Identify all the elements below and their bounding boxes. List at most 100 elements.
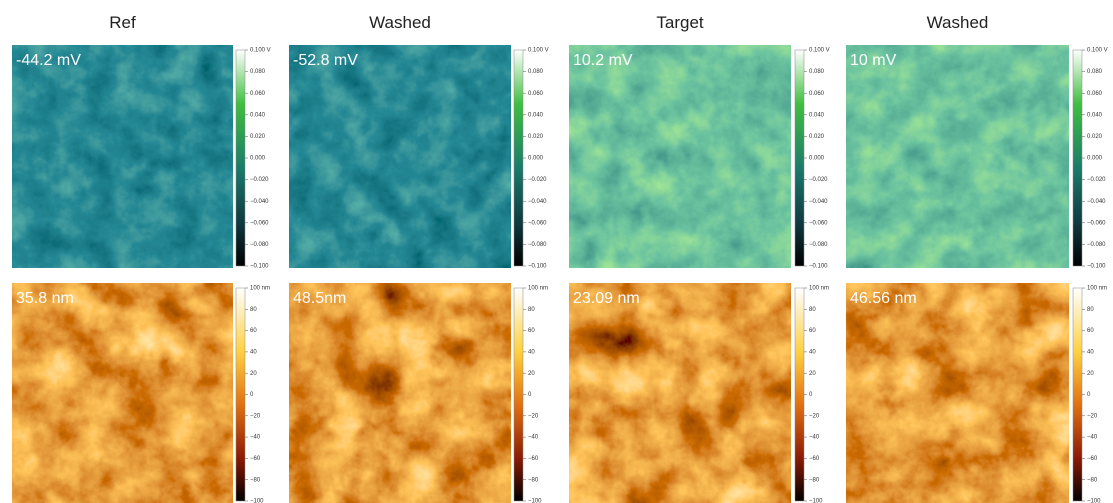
colorbar-label: −40 bbox=[528, 435, 539, 441]
colorbar-label: −0.080 bbox=[250, 242, 269, 248]
colorbar-label: 40 bbox=[528, 349, 535, 355]
colorbar-label: −20 bbox=[250, 413, 261, 419]
colorbar-label: 80 bbox=[250, 307, 257, 313]
colorbar-label: 40 bbox=[809, 349, 816, 355]
colorbar bbox=[236, 288, 245, 501]
colorbar-label: 0.000 bbox=[528, 156, 544, 162]
colorbar-label: −80 bbox=[250, 477, 261, 483]
colorbar-label: 0.080 bbox=[250, 69, 266, 75]
colorbar-label: 60 bbox=[809, 328, 816, 334]
image-label: -52.8 mV bbox=[293, 52, 358, 69]
colorbar-label: 100 nm bbox=[809, 286, 829, 292]
colorbar-label: 0.060 bbox=[1087, 91, 1103, 97]
colorbar-label: 0.100 V bbox=[528, 48, 549, 54]
image-label: 46.56 nm bbox=[850, 290, 917, 307]
colorbar-label: −20 bbox=[1087, 413, 1098, 419]
colorbar-label: 0.100 V bbox=[250, 48, 271, 54]
colorbar-label: −0.060 bbox=[528, 220, 547, 226]
colorbar-label: −80 bbox=[528, 477, 539, 483]
image-label: -44.2 mV bbox=[16, 52, 81, 69]
colorbar-label: −100 bbox=[528, 499, 542, 503]
afm-image bbox=[569, 283, 791, 503]
colorbar-label: 60 bbox=[1087, 328, 1094, 334]
colorbar-label: −0.040 bbox=[1087, 199, 1106, 205]
colorbar-label: −0.040 bbox=[809, 199, 828, 205]
colorbar-label: 80 bbox=[1087, 307, 1094, 313]
colorbar-label: 0.080 bbox=[1087, 69, 1103, 75]
colorbar-label: 0.000 bbox=[1087, 156, 1103, 162]
colorbar-label: −60 bbox=[250, 456, 261, 462]
colorbar-label: 0 bbox=[809, 392, 813, 398]
colorbar-label: −80 bbox=[809, 477, 820, 483]
column-title: Washed bbox=[927, 13, 989, 32]
colorbar-label: −60 bbox=[1087, 456, 1098, 462]
colorbar-label: −0.020 bbox=[809, 177, 828, 183]
colorbar-label: −0.100 bbox=[528, 264, 547, 270]
colorbar-label: −60 bbox=[809, 456, 820, 462]
colorbar-label: −0.060 bbox=[809, 220, 828, 226]
colorbar-label: −40 bbox=[250, 435, 261, 441]
colorbar-label: −0.080 bbox=[809, 242, 828, 248]
colorbar-label: 0.000 bbox=[250, 156, 266, 162]
colorbar-label: 0.080 bbox=[809, 69, 825, 75]
column-title: Ref bbox=[109, 13, 136, 32]
colorbar-label: −0.020 bbox=[528, 177, 547, 183]
column-title: Washed bbox=[369, 13, 431, 32]
colorbar-label: 0 bbox=[1087, 392, 1091, 398]
image-label: 23.09 nm bbox=[573, 290, 640, 307]
colorbar-label: 0.060 bbox=[528, 91, 544, 97]
afm-image bbox=[12, 283, 233, 503]
colorbar-label: −0.100 bbox=[809, 264, 828, 270]
colorbar bbox=[1073, 50, 1082, 266]
afm-image bbox=[846, 283, 1069, 503]
image-label: 48.5nm bbox=[293, 290, 346, 307]
colorbar bbox=[795, 288, 804, 501]
colorbar-label: 0.020 bbox=[1087, 134, 1103, 140]
colorbar-label: 40 bbox=[250, 349, 257, 355]
colorbar-label: −0.080 bbox=[528, 242, 547, 248]
colorbar-label: −0.020 bbox=[250, 177, 269, 183]
colorbar-label: −0.020 bbox=[1087, 177, 1106, 183]
afm-image bbox=[569, 45, 791, 268]
colorbar-label: −0.080 bbox=[1087, 242, 1106, 248]
colorbar-label: 0.100 V bbox=[809, 48, 830, 54]
colorbar bbox=[514, 288, 523, 501]
colorbar-label: −20 bbox=[528, 413, 539, 419]
colorbar-label: −60 bbox=[528, 456, 539, 462]
colorbar-label: 80 bbox=[528, 307, 535, 313]
colorbar-label: 0.040 bbox=[1087, 112, 1103, 118]
image-label: 35.8 nm bbox=[16, 290, 74, 307]
colorbar-label: −20 bbox=[809, 413, 820, 419]
colorbar-label: 100 nm bbox=[528, 286, 548, 292]
colorbar-label: 80 bbox=[809, 307, 816, 313]
colorbar-label: 0.000 bbox=[809, 156, 825, 162]
colorbar bbox=[795, 50, 804, 266]
afm-image bbox=[289, 283, 511, 503]
colorbar-label: 0.080 bbox=[528, 69, 544, 75]
colorbar-label: 0.020 bbox=[250, 134, 266, 140]
colorbar-label: 0.100 V bbox=[1087, 48, 1108, 54]
colorbar-label: 40 bbox=[1087, 349, 1094, 355]
afm-image bbox=[846, 45, 1069, 268]
colorbar-label: 0.020 bbox=[528, 134, 544, 140]
colorbar-label: −40 bbox=[1087, 435, 1098, 441]
colorbar-label: −0.060 bbox=[1087, 220, 1106, 226]
colorbar-label: 60 bbox=[528, 328, 535, 334]
colorbar-label: −80 bbox=[1087, 477, 1098, 483]
colorbar-label: 0 bbox=[250, 392, 254, 398]
colorbar-label: −0.100 bbox=[250, 264, 269, 270]
colorbar bbox=[1073, 288, 1082, 501]
colorbar-label: −0.040 bbox=[250, 199, 269, 205]
colorbar-label: −40 bbox=[809, 435, 820, 441]
image-label: 10.2 mV bbox=[573, 52, 633, 69]
colorbar-label: 0 bbox=[528, 392, 532, 398]
colorbar-label: 60 bbox=[250, 328, 257, 334]
colorbar-label: 100 nm bbox=[250, 286, 270, 292]
colorbar-label: −0.040 bbox=[528, 199, 547, 205]
image-label: 10 mV bbox=[850, 52, 897, 69]
colorbar-label: 20 bbox=[1087, 371, 1094, 377]
colorbar-label: 0.020 bbox=[809, 134, 825, 140]
colorbar-label: −100 bbox=[809, 499, 823, 503]
colorbar-label: 0.060 bbox=[809, 91, 825, 97]
afm-image bbox=[289, 45, 511, 268]
